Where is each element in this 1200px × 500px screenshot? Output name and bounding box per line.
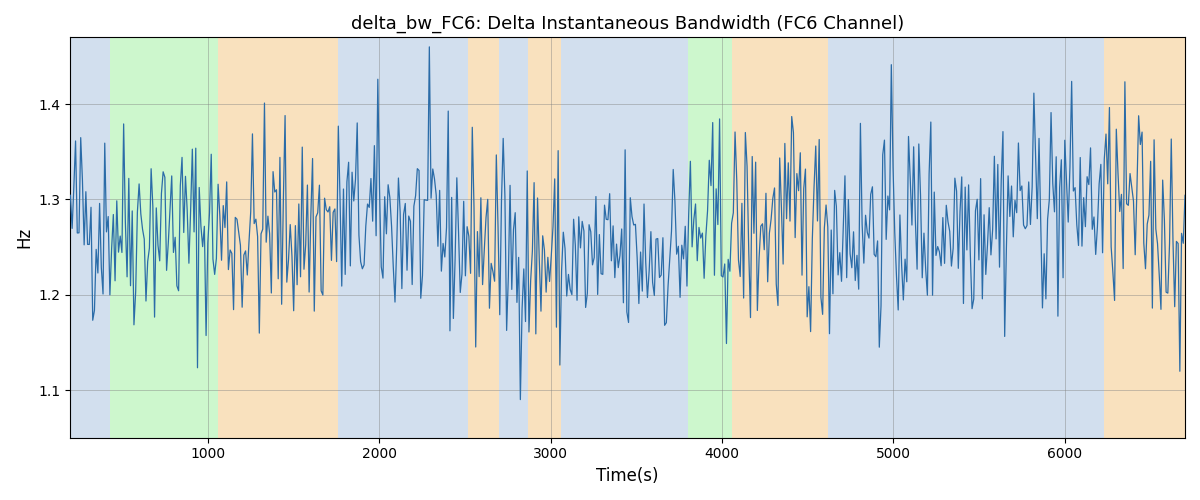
Bar [1104,38,1186,438]
Bar [732,38,828,438]
Bar [338,38,468,438]
Bar [528,38,560,438]
Bar [71,38,110,438]
Bar [468,38,499,438]
Title: delta_bw_FC6: Delta Instantaneous Bandwidth (FC6 Channel): delta_bw_FC6: Delta Instantaneous Bandwi… [352,15,905,34]
X-axis label: Time(s): Time(s) [596,467,659,485]
Bar [1087,38,1104,438]
Bar [688,38,732,438]
Bar [499,38,528,438]
Y-axis label: Hz: Hz [14,227,32,248]
Bar [110,38,218,438]
Bar [560,38,688,438]
Bar [828,38,1087,438]
Bar [218,38,338,438]
